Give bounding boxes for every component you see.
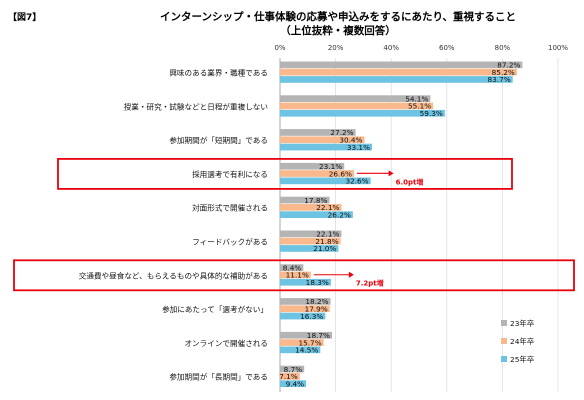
- bar-24: [280, 68, 517, 76]
- category-labels: 興味のある業界・職種である授業・研究・試験などと日程が重複しない参加期間が「短期…: [79, 68, 268, 382]
- category-label: 興味のある業界・職種である: [169, 68, 268, 78]
- annotations: 6.0pt増 7.2pt増: [313, 170, 424, 288]
- bar-24: [280, 373, 300, 380]
- value-label: 59.3%: [420, 109, 443, 118]
- highlight-box: [57, 157, 513, 190]
- bar-24: [280, 136, 365, 144]
- value-label: 83.7%: [487, 75, 510, 84]
- bar-24: [280, 271, 311, 279]
- bar-23: [280, 129, 356, 136]
- value-label: 85.2%: [492, 68, 515, 77]
- bar-25: [280, 312, 326, 320]
- x-tick-label: 100%: [548, 44, 568, 52]
- value-label: 9.4%: [286, 379, 305, 388]
- bar-24: [280, 102, 434, 110]
- value-label: 54.1%: [405, 94, 428, 103]
- bar-25: [280, 143, 373, 151]
- value-label: 22.1%: [316, 203, 339, 212]
- value-label: 7.1%: [279, 372, 298, 381]
- bar-24: [280, 237, 341, 245]
- legend: 23年卒 24年卒 25年卒: [501, 319, 534, 364]
- value-label: 27.2%: [330, 128, 353, 137]
- bar-23: [280, 230, 342, 238]
- chart-subtitle: （上位抜粋・複数回答）: [280, 24, 396, 37]
- value-label: 23.1%: [319, 162, 342, 171]
- bar-24: [280, 204, 342, 211]
- category-label: 採用選考で有利になる: [192, 169, 268, 179]
- x-tick-label: 40%: [383, 44, 399, 52]
- category-label: 参加期間が「長期間」である: [169, 372, 268, 382]
- value-label: 11.1%: [286, 271, 309, 280]
- value-label: 14.5%: [295, 346, 318, 355]
- bar-23: [280, 196, 330, 204]
- value-label: 8.7%: [284, 365, 303, 374]
- category-label: 参加期間が「短期間」である: [169, 135, 268, 145]
- bar-23: [280, 162, 345, 170]
- bar-24: [280, 170, 354, 177]
- bar-23: [280, 365, 305, 373]
- value-label: 16.3%: [300, 312, 323, 321]
- x-tick-label: 60%: [439, 44, 455, 52]
- category-label: フィードバックがある: [192, 237, 268, 247]
- bar-25: [280, 109, 445, 117]
- value-label: 55.1%: [408, 102, 431, 111]
- value-label: 8.4%: [283, 263, 302, 272]
- bar-23: [280, 95, 431, 102]
- category-label: 参加にあたって「選考がない」: [162, 304, 268, 314]
- chart-title: インターンシップ・仕事体験の応募や申込みをするにあたり、重視すること: [160, 10, 516, 23]
- bar-25: [280, 278, 331, 286]
- x-axis-ticks: 0% 20% 40% 60% 80% 100%: [274, 44, 568, 52]
- category-label: 授業・研究・試験などと日程が重複しない: [124, 101, 268, 111]
- bar-25: [280, 245, 339, 252]
- value-label: 17.9%: [305, 305, 328, 314]
- bar-23: [280, 61, 523, 69]
- value-label: 22.1%: [316, 230, 339, 239]
- value-label: 18.3%: [306, 278, 329, 287]
- bar-23: [280, 264, 304, 271]
- bar-23: [280, 331, 332, 339]
- bar-25: [280, 76, 513, 83]
- bar-25: [280, 177, 371, 185]
- category-label: 交通費や昼食など、もらえるものや具体的な補助がある: [79, 270, 268, 280]
- value-label: 18.2%: [305, 297, 328, 306]
- arrow-head: [388, 170, 394, 177]
- bar-23: [280, 298, 331, 305]
- figure-label: 【図7】: [8, 12, 41, 23]
- value-label: 17.8%: [304, 196, 327, 205]
- x-tick-label: 20%: [328, 44, 344, 52]
- bar-24: [280, 339, 324, 346]
- value-label: 30.4%: [339, 136, 362, 145]
- legend-label: 24年卒: [510, 337, 534, 346]
- arrow-head: [348, 271, 354, 278]
- value-label: 15.7%: [298, 338, 321, 347]
- legend-swatch: [501, 356, 507, 362]
- value-label: 33.1%: [347, 143, 370, 152]
- value-label: 32.6%: [345, 177, 368, 186]
- legend-label: 25年卒: [510, 355, 534, 364]
- category-label: オンラインで開催される: [184, 338, 268, 348]
- value-label: 18.7%: [307, 331, 330, 340]
- bar-25: [280, 211, 353, 218]
- value-label: 26.6%: [329, 169, 352, 178]
- value-label: 21.0%: [313, 244, 336, 253]
- bar-25: [280, 380, 307, 387]
- bars: [280, 61, 523, 387]
- value-labels: 87.2%85.2%83.7% 54.1%55.1%59.3% 27.2%30.4%…: [279, 61, 520, 389]
- highlight-boxes: [13, 157, 575, 292]
- bar-24: [280, 305, 330, 313]
- x-tick-label: 0%: [274, 44, 285, 52]
- value-label: 87.2%: [497, 61, 520, 70]
- legend-label: 23年卒: [510, 319, 534, 328]
- bar-25: [280, 346, 321, 354]
- category-label: 対面形式で開催される: [192, 203, 268, 213]
- highlight-box: [13, 259, 575, 292]
- legend-swatch: [501, 320, 507, 326]
- x-tick-label: 80%: [495, 44, 511, 52]
- value-label: 21.8%: [315, 237, 338, 246]
- legend-swatch: [501, 338, 507, 344]
- value-label: 26.2%: [328, 210, 351, 219]
- increase-annotation: 7.2pt増: [356, 279, 384, 288]
- increase-annotation: 6.0pt増: [396, 177, 424, 186]
